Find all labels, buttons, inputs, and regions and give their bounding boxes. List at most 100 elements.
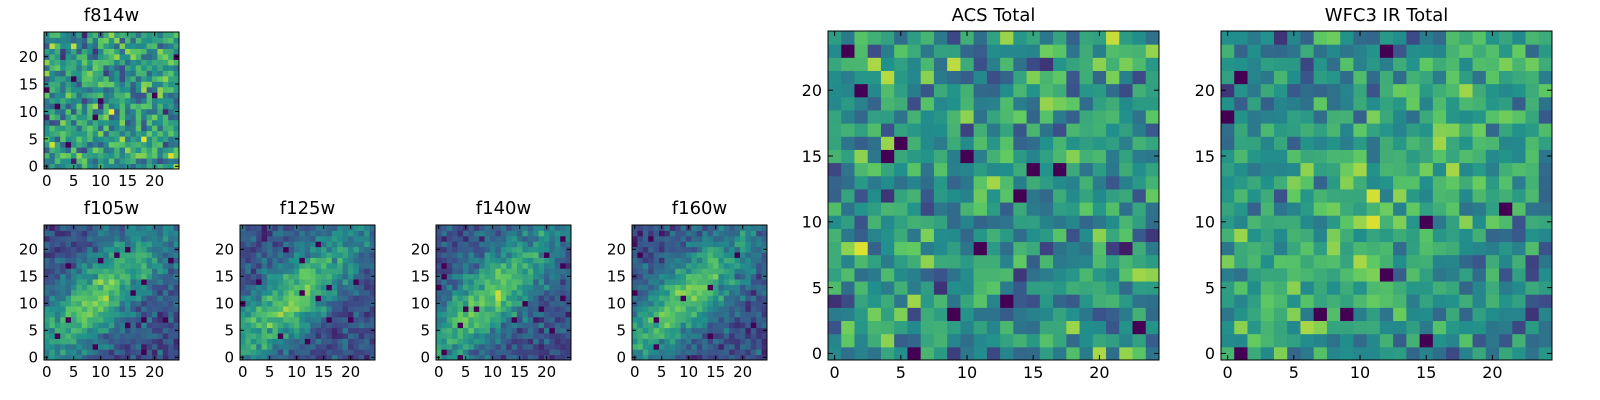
heatmap-cell (565, 316, 572, 323)
heatmap-cell (986, 123, 1001, 137)
heatmap-cell (854, 307, 869, 322)
heatmap-cell (326, 343, 333, 350)
heatmap-cell (527, 289, 534, 296)
heatmap-cell (441, 322, 448, 329)
heatmap-cell (468, 322, 475, 329)
heatmap-cell (267, 295, 273, 302)
heatmap-cell (1221, 307, 1235, 322)
heatmap-cell (473, 327, 480, 334)
heatmap-cell (146, 230, 153, 237)
heatmap-cell (495, 300, 502, 307)
heatmap-cell (468, 349, 475, 356)
heatmap-cell (490, 306, 496, 312)
heatmap-cell (173, 279, 180, 285)
heatmap-cell (894, 149, 908, 164)
heatmap-cell (1053, 162, 1067, 177)
heatmap-cell (1379, 320, 1394, 335)
heatmap-cell (71, 81, 77, 88)
heatmap-cell (702, 262, 709, 269)
heatmap-cell (60, 64, 67, 71)
heatmap-cell (331, 343, 338, 350)
heatmap-cell (500, 268, 507, 275)
heatmap-cell (1234, 307, 1248, 322)
heatmap-cell (686, 268, 692, 275)
heatmap-cell (130, 163, 137, 170)
heatmap-cell (495, 279, 502, 285)
heatmap-cell (135, 114, 142, 121)
heatmap-cell (565, 311, 572, 318)
heatmap-cell (173, 289, 180, 296)
heatmap-cell (364, 327, 371, 334)
heatmap-cell (841, 215, 855, 229)
heatmap-cell (1353, 70, 1368, 85)
heatmap-cell (152, 327, 158, 334)
heatmap-cell (1132, 70, 1147, 85)
heatmap-cell (696, 257, 703, 264)
heatmap-cell (484, 316, 491, 323)
heatmap-cell (452, 311, 459, 318)
heatmap-cell (250, 300, 257, 307)
heatmap-cell (49, 42, 56, 49)
heatmap-cell (511, 316, 518, 323)
heatmap-cell (331, 246, 338, 253)
heatmap-cell (533, 289, 540, 296)
heatmap-cell (1340, 96, 1354, 111)
heatmap-cell (973, 294, 988, 308)
heatmap-cell (648, 306, 655, 312)
heatmap-cell (933, 254, 948, 269)
heatmap-cell (310, 284, 317, 291)
heatmap-cell (1472, 241, 1487, 256)
heatmap-cell (947, 281, 961, 295)
heatmap-cell (125, 289, 131, 296)
heatmap-cell (54, 311, 61, 318)
y-tick-label: 20 (1195, 81, 1215, 100)
heatmap-cell (1525, 333, 1540, 348)
heatmap-cell (549, 289, 556, 296)
heatmap-cell (441, 333, 448, 339)
heatmap-cell (675, 262, 682, 269)
heatmap-cell (108, 349, 115, 356)
heatmap-cell (304, 279, 311, 285)
heatmap-cell (490, 343, 496, 350)
heatmap-cell (103, 64, 110, 71)
heatmap-cell (1459, 281, 1474, 295)
heatmap-cell (103, 241, 110, 248)
heatmap-cell (369, 257, 376, 264)
heatmap-cell (484, 300, 491, 307)
heatmap-cell (880, 254, 895, 269)
heatmap-cell (867, 162, 882, 177)
heatmap-cell (1106, 215, 1120, 229)
heatmap-cell (867, 175, 882, 190)
heatmap-cell (353, 327, 360, 334)
heatmap-cell (894, 57, 908, 71)
heatmap-cell (468, 252, 475, 258)
heatmap-cell (506, 354, 513, 361)
heatmap-cell (146, 338, 153, 345)
heatmap-cell (267, 246, 273, 253)
heatmap-cell (81, 354, 88, 361)
heatmap-cell (463, 235, 469, 242)
heatmap-cell (157, 37, 164, 44)
heatmap-cell (130, 343, 137, 350)
heatmap-cell (500, 273, 507, 280)
heatmap-cell (675, 322, 682, 329)
heatmap-cell (65, 114, 72, 121)
heatmap-cell (1066, 254, 1081, 269)
heatmap-cell (331, 273, 338, 280)
heatmap-cell (240, 241, 246, 248)
heatmap-cell (267, 311, 273, 318)
heatmap-cell (162, 125, 169, 132)
heatmap-cell (1039, 346, 1054, 361)
heatmap-cell (60, 300, 67, 307)
heatmap-cell (457, 235, 464, 242)
heatmap-cell (54, 163, 61, 170)
heatmap-cell (1353, 57, 1368, 71)
heatmap-cell (1000, 294, 1014, 308)
heatmap-cell (1406, 307, 1421, 322)
heatmap-cell (240, 262, 246, 269)
heatmap-cell (146, 97, 153, 104)
heatmap-cell (1287, 215, 1301, 229)
heatmap-cell (98, 246, 104, 253)
heatmap-cell (907, 254, 922, 269)
heatmap-cell (729, 225, 736, 231)
